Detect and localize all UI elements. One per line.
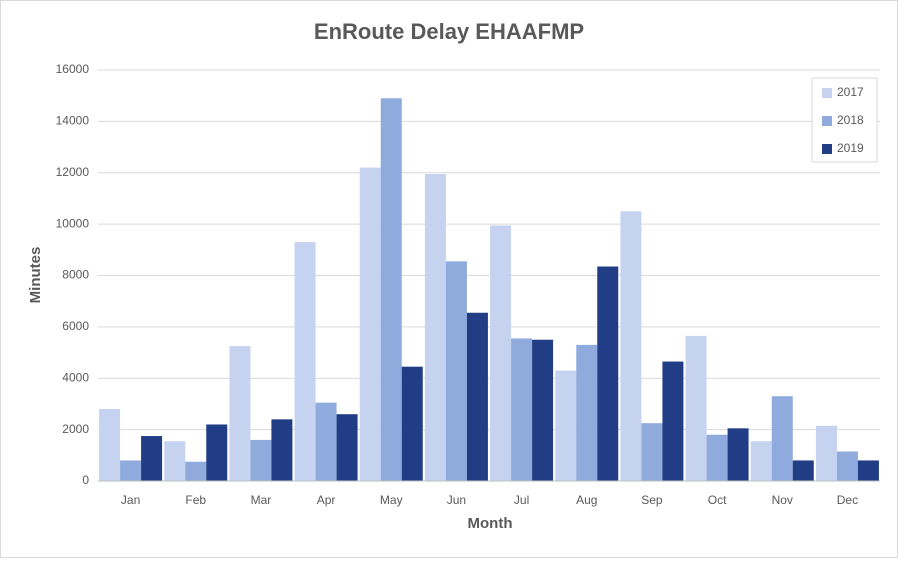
bar — [750, 441, 772, 481]
bar — [576, 344, 598, 481]
bar — [792, 460, 814, 481]
y-tick-label: 4000 — [62, 370, 89, 384]
x-tick-label: Nov — [772, 493, 793, 507]
bar — [511, 338, 533, 481]
bar — [857, 460, 879, 481]
x-tick-label: Jan — [121, 493, 140, 507]
legend-label: 2017 — [837, 85, 864, 99]
legend-swatch — [822, 116, 832, 126]
x-tick-label: Apr — [317, 493, 336, 507]
bar — [597, 266, 619, 481]
x-axis-label: Month — [468, 515, 513, 532]
bar — [685, 335, 707, 481]
legend-label: 2019 — [837, 141, 864, 155]
bar — [380, 98, 402, 481]
bar — [294, 242, 316, 481]
legend-swatch — [822, 88, 832, 98]
bar — [771, 396, 793, 481]
bar — [315, 402, 337, 481]
y-tick-label: 2000 — [62, 422, 89, 436]
x-tick-label: Aug — [576, 493, 597, 507]
y-axis-label: Minutes — [27, 247, 44, 304]
y-tick-label: 16000 — [56, 62, 90, 76]
x-tick-label: Feb — [185, 493, 206, 507]
x-tick-label: Dec — [837, 493, 858, 507]
x-tick-label: Jul — [514, 493, 529, 507]
bar — [229, 346, 251, 481]
x-tick-label: Mar — [251, 493, 272, 507]
bar — [620, 211, 642, 481]
x-tick-label: Oct — [708, 493, 727, 507]
bar — [641, 423, 663, 481]
x-tick-label: May — [380, 493, 403, 507]
bar — [532, 339, 554, 481]
bar — [99, 409, 121, 481]
bar — [445, 261, 467, 481]
y-tick-label: 12000 — [56, 165, 90, 179]
bar — [815, 425, 837, 481]
legend-swatch — [822, 144, 832, 154]
bar — [490, 225, 512, 481]
bar — [424, 174, 446, 482]
bar — [727, 428, 749, 481]
bar — [466, 312, 488, 481]
y-tick-label: 8000 — [62, 268, 89, 282]
bar — [706, 434, 728, 481]
x-tick-label: Sep — [641, 493, 663, 507]
bar — [836, 451, 858, 481]
bar — [336, 414, 358, 481]
bar — [185, 461, 207, 481]
bar — [206, 424, 228, 481]
y-tick-label: 14000 — [56, 114, 90, 128]
bar — [662, 361, 684, 481]
bar — [271, 419, 293, 481]
bar — [141, 436, 163, 481]
x-tick-label: Jun — [447, 493, 466, 507]
bar — [401, 366, 423, 481]
chart-title: EnRoute Delay EHAAFMP — [314, 19, 584, 44]
bar — [250, 439, 272, 481]
y-tick-label: 6000 — [62, 319, 89, 333]
bar — [120, 460, 142, 481]
y-tick-label: 10000 — [56, 216, 90, 230]
legend-label: 2018 — [837, 113, 864, 127]
y-tick-label: 0 — [82, 473, 89, 487]
bar — [164, 441, 186, 481]
bar — [359, 167, 381, 482]
bar — [555, 370, 577, 481]
